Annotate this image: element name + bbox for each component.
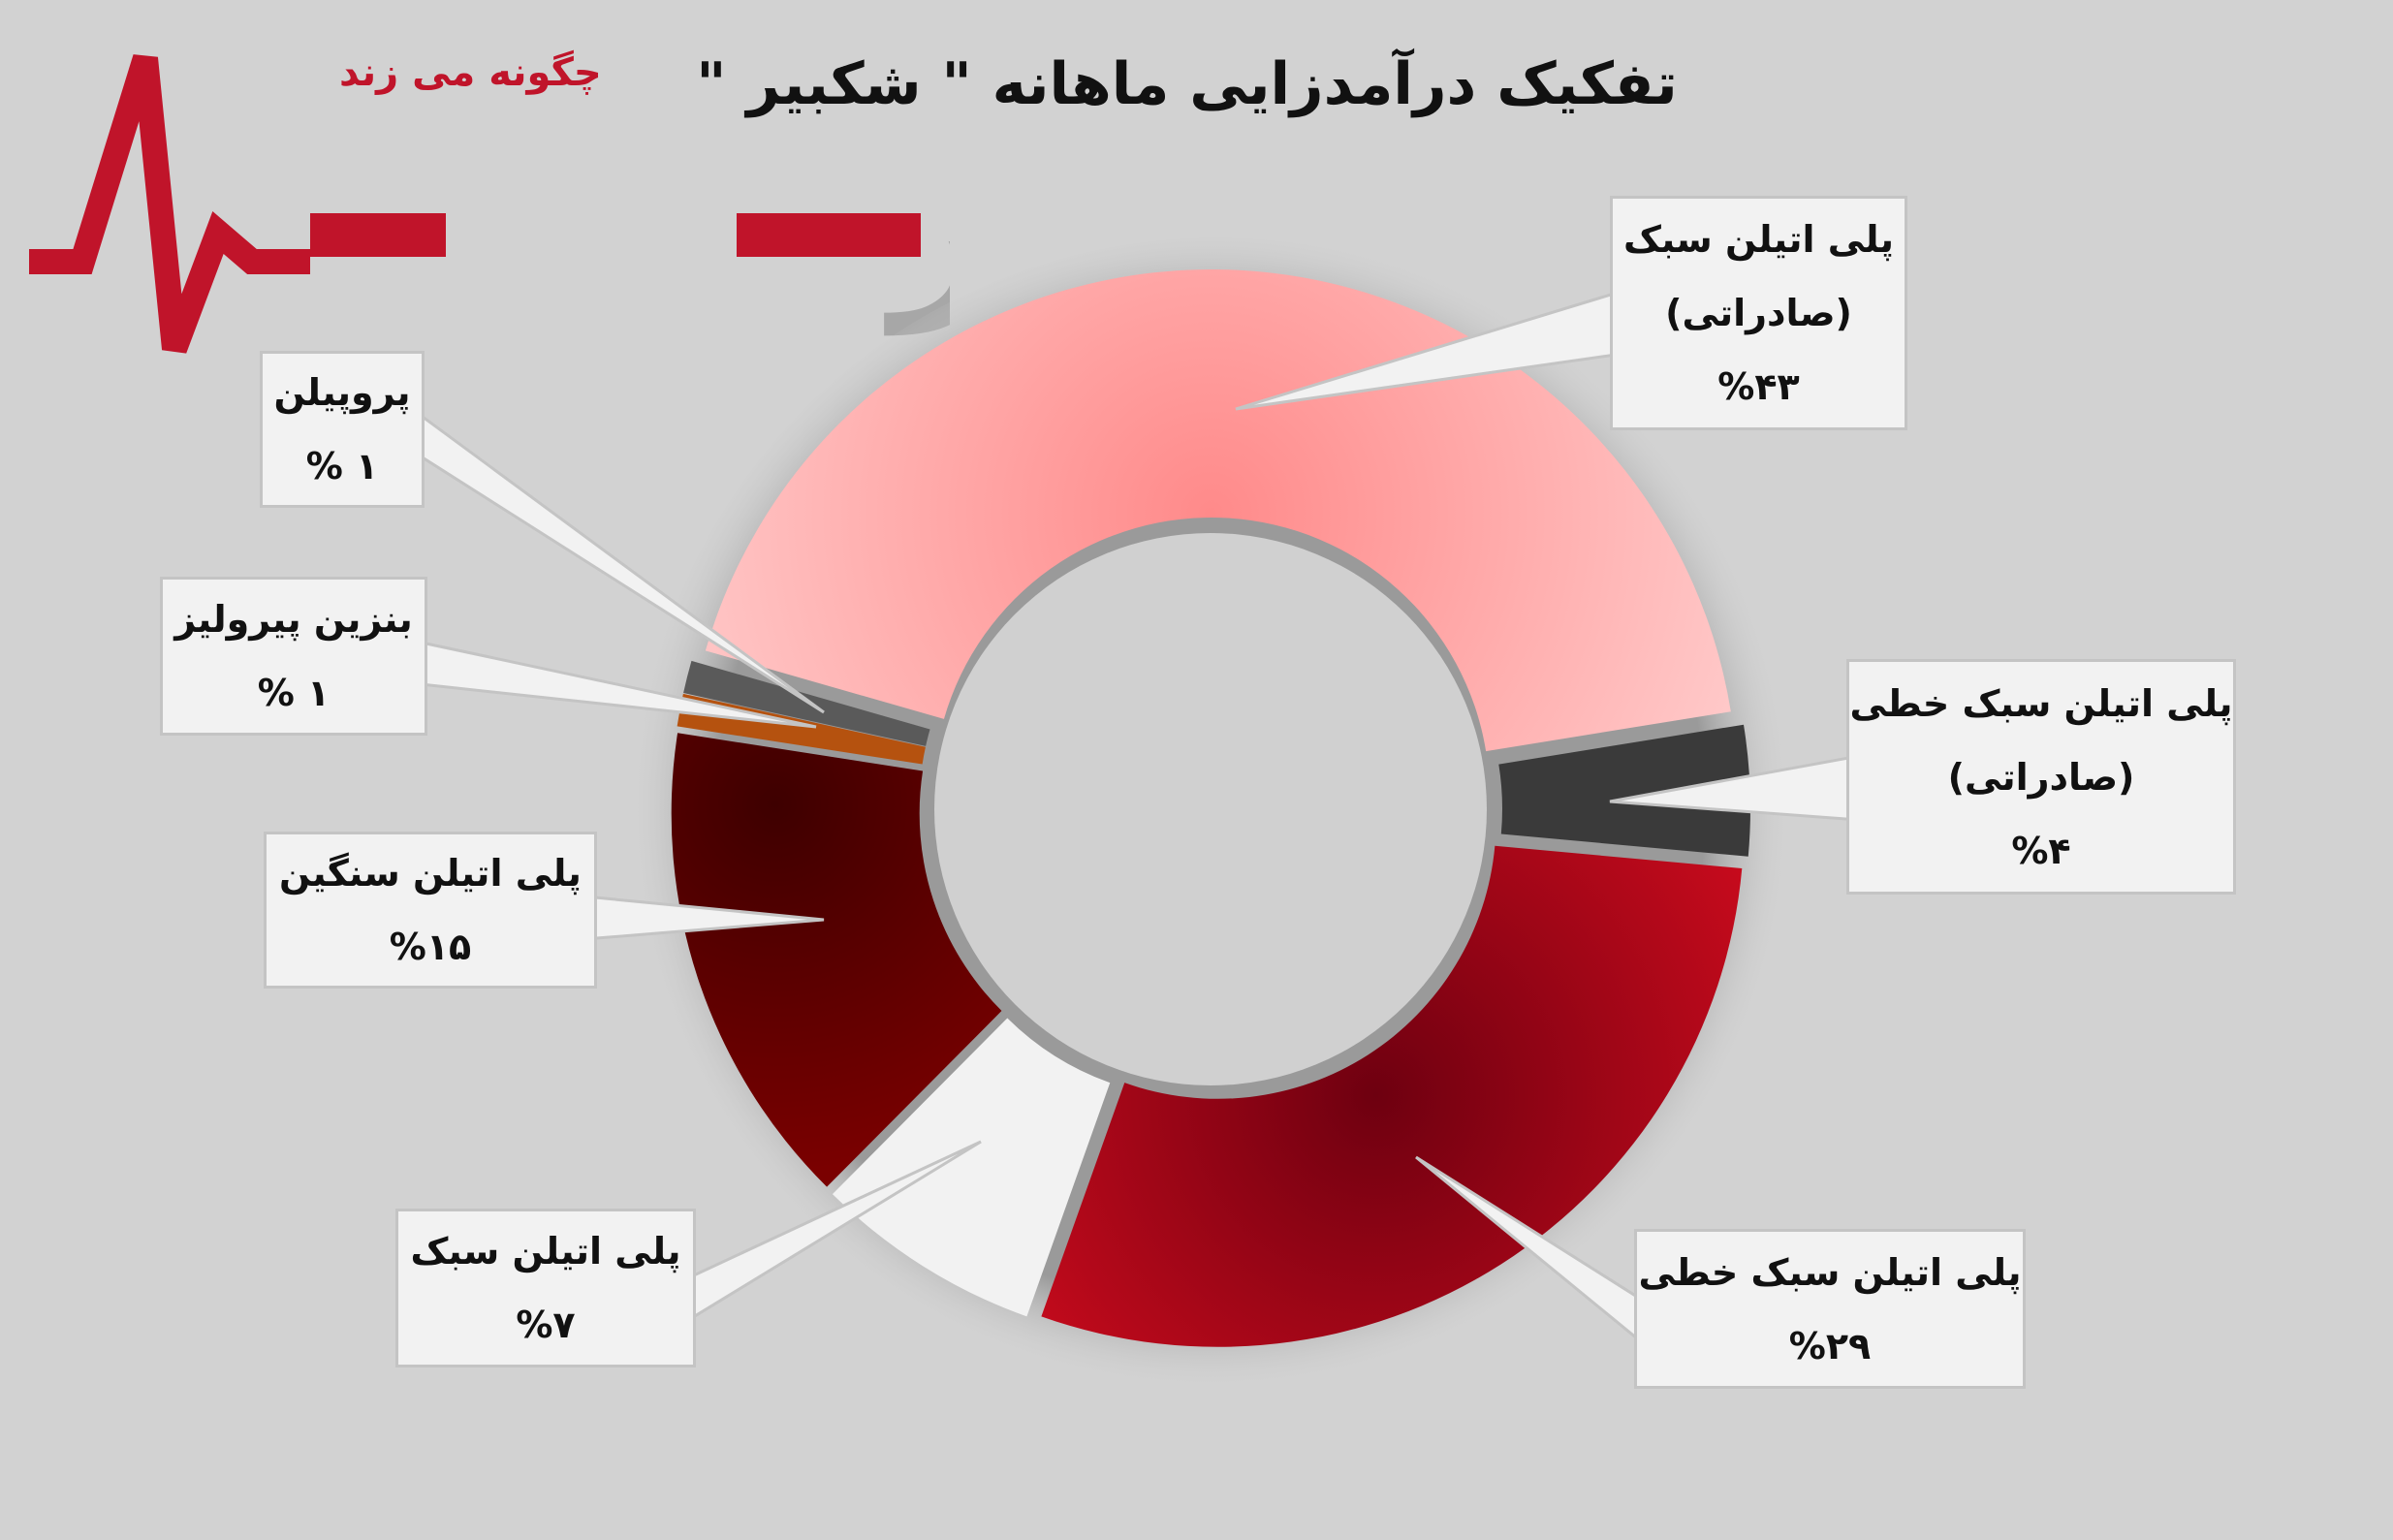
label-name: پلی اتیلن سبک <box>410 1230 681 1273</box>
label-pct: % ۱ <box>305 445 379 487</box>
label-pct: %۲۹ <box>1788 1324 1872 1367</box>
label-pct: %۴ <box>2011 829 2071 872</box>
data-label-6: بنزین پیرولیز % ۱ <box>160 577 427 736</box>
chart-title: تفکیک درآمدزایی ماهانه " شکبیر " <box>696 50 1678 118</box>
svg-text:چگونه می زند: چگونه می زند <box>339 49 602 95</box>
donut-slice-4 <box>832 1018 1111 1317</box>
data-label-3: پلی اتیلن سبک خطی %۲۹ <box>1634 1229 2026 1389</box>
label-name: پروپیلن <box>273 371 411 414</box>
data-label-4: پلی اتیلن سبک %۷ <box>395 1209 696 1367</box>
label-name: پلی اتیلن سبک خطی <box>1849 681 2233 725</box>
label-name: پلی اتیلن سنگین <box>279 852 582 895</box>
data-label-5: پلی اتیلن سنگین %۱۵ <box>264 832 597 989</box>
donut-hole <box>934 533 1487 1085</box>
donut-slice-2 <box>1498 724 1750 857</box>
data-label-2: پلی اتیلن سبک خطی (صادراتی) %۴ <box>1846 659 2236 895</box>
label-name: بنزین پیرولیز <box>174 598 413 641</box>
label-sub: (صادراتی) <box>1665 292 1852 334</box>
donut-slice-1 <box>705 269 1731 752</box>
data-label-7: پروپیلن % ۱ <box>260 351 425 508</box>
label-name: پلی اتیلن سبک خطی <box>1638 1250 2022 1294</box>
label-pct: %۴۳ <box>1717 365 1800 408</box>
label-pct: %۱۵ <box>389 926 472 968</box>
donut-slice-5 <box>671 733 1002 1187</box>
donut-slice-7 <box>683 660 930 746</box>
label-name: پلی اتیلن سبک <box>1623 218 1894 261</box>
label-pct: % ۱ <box>257 672 331 714</box>
data-label-1: پلی اتیلن سبک (صادراتی) %۴۳ <box>1610 196 1907 430</box>
donut-slice-3 <box>1041 845 1743 1347</box>
label-pct: %۷ <box>516 1304 576 1346</box>
logo: چگونه می زند نبض بازار <box>29 49 950 354</box>
label-sub: (صادراتی) <box>1947 755 2135 799</box>
